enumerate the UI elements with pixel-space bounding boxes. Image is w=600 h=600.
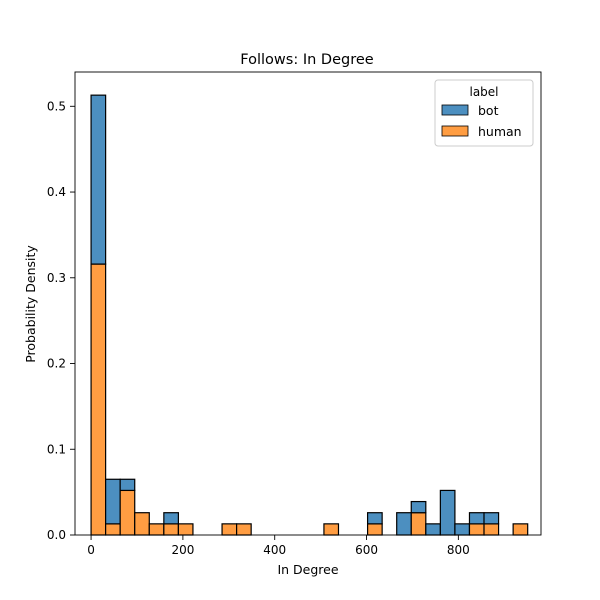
bar-human [163, 523, 179, 536]
y-axis-label: Probability Density [23, 245, 38, 363]
bar-bot [425, 523, 441, 536]
bar-bot [366, 512, 383, 525]
y-tick-label: 0.3 [47, 271, 66, 285]
bar-bot [468, 512, 485, 525]
bar-human [236, 523, 252, 536]
bar-bot [163, 512, 179, 525]
bar-bot [105, 478, 121, 525]
x-tick-label: 400 [263, 543, 286, 557]
plot-frame [74, 71, 542, 536]
bar-human [323, 523, 340, 536]
bar-human [483, 523, 500, 536]
legend-title: label [469, 85, 498, 99]
bar-bot [483, 512, 500, 525]
y-tick-label: 0.5 [47, 99, 66, 113]
bar-bot [454, 523, 471, 536]
legend-swatch-human [441, 125, 469, 137]
bar-bot [396, 512, 412, 536]
x-tick-label: 0 [87, 543, 95, 557]
bar-human [148, 523, 165, 536]
y-axis: 0.0 0.1 0.2 0.3 0.4 0.5 [47, 99, 75, 542]
x-tick-label: 800 [447, 543, 470, 557]
y-tick-label: 0.1 [47, 442, 66, 456]
bar-human [468, 523, 485, 536]
y-tick-label: 0.0 [47, 528, 66, 542]
bar-bot [410, 500, 427, 514]
bar-human [90, 263, 107, 536]
x-axis-label: In Degree [277, 562, 338, 577]
x-axis: 0 200 400 600 800 [87, 535, 470, 557]
y-tick-label: 0.2 [47, 357, 66, 371]
bar-human [410, 512, 427, 536]
bar-human [221, 523, 238, 536]
chart-title: Follows: In Degree [240, 52, 373, 68]
legend: label bot human [434, 79, 534, 147]
bar-bot [119, 478, 136, 492]
y-tick-label: 0.4 [47, 185, 66, 199]
x-tick-label: 600 [355, 543, 378, 557]
bar-human [105, 523, 121, 536]
bar-human [134, 512, 150, 536]
x-tick-label: 200 [171, 543, 194, 557]
legend-label-human: human [478, 124, 522, 139]
bar-bot [90, 94, 107, 265]
bar-human [177, 523, 194, 536]
bar-bot [439, 489, 456, 536]
legend-swatch-bot [441, 104, 469, 116]
bar-human [119, 489, 136, 536]
bar-human [366, 523, 383, 536]
bar-human [512, 523, 529, 536]
legend-label-bot: bot [478, 103, 499, 118]
